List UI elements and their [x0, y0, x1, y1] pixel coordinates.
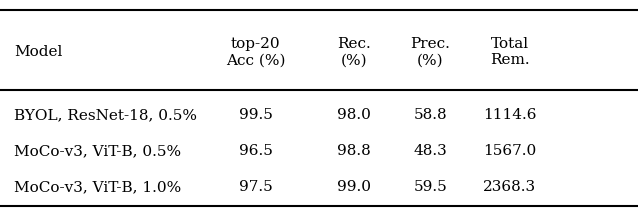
Text: 98.0: 98.0 — [337, 108, 371, 122]
Text: 2368.3: 2368.3 — [483, 180, 536, 194]
Text: 98.8: 98.8 — [337, 144, 371, 158]
Text: Prec.
(%): Prec. (%) — [410, 37, 450, 67]
Text: BYOL, ResNet-18, 0.5%: BYOL, ResNet-18, 0.5% — [14, 108, 197, 122]
Text: 48.3: 48.3 — [413, 144, 447, 158]
Text: 58.8: 58.8 — [413, 108, 447, 122]
Text: 96.5: 96.5 — [239, 144, 272, 158]
Text: 97.5: 97.5 — [239, 180, 272, 194]
Text: top-20
Acc (%): top-20 Acc (%) — [226, 37, 285, 67]
Text: Rec.
(%): Rec. (%) — [337, 37, 371, 67]
Text: 1567.0: 1567.0 — [483, 144, 536, 158]
Text: MoCo-v3, ViT-B, 1.0%: MoCo-v3, ViT-B, 1.0% — [14, 180, 181, 194]
Text: 99.5: 99.5 — [239, 108, 272, 122]
Text: MoCo-v3, ViT-B, 0.5%: MoCo-v3, ViT-B, 0.5% — [14, 144, 181, 158]
Text: 1114.6: 1114.6 — [483, 108, 537, 122]
Text: 59.5: 59.5 — [413, 180, 447, 194]
Text: Total
Rem.: Total Rem. — [490, 37, 530, 67]
Text: Model: Model — [14, 45, 63, 59]
Text: 99.0: 99.0 — [337, 180, 371, 194]
